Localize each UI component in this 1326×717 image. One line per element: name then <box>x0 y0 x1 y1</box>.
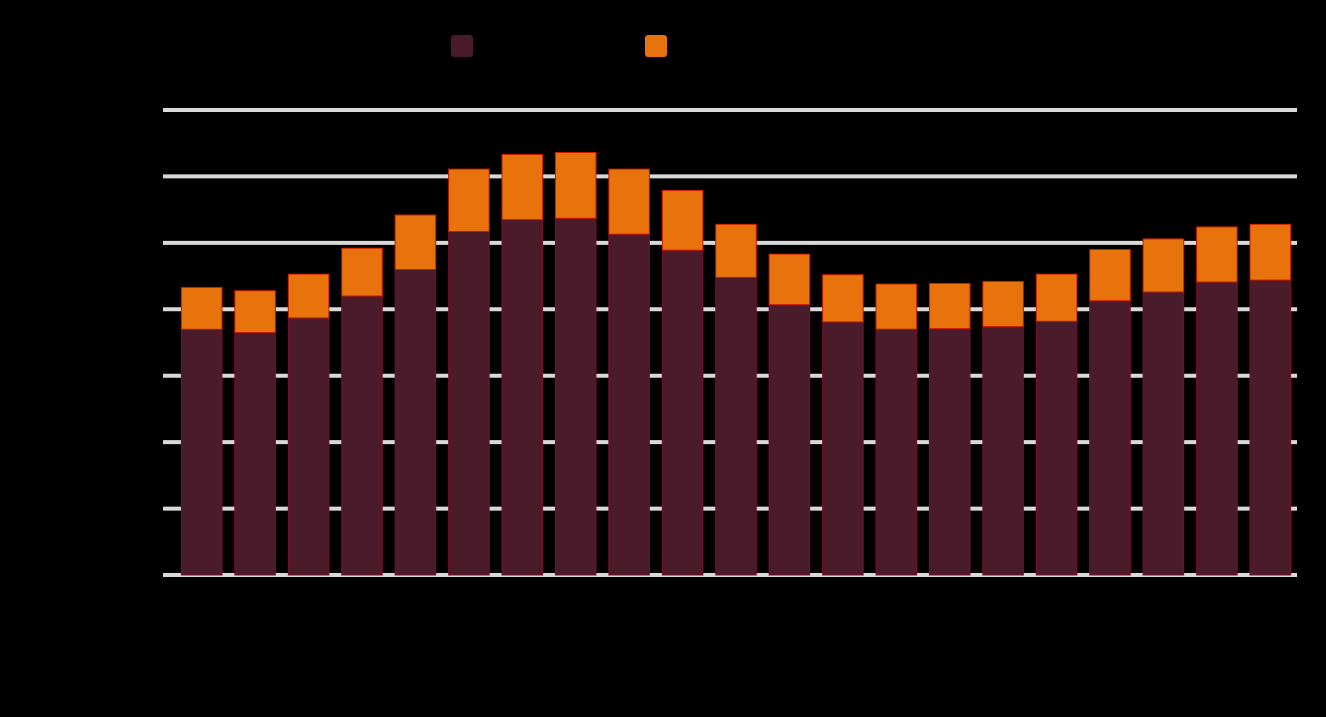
bar-series-2 <box>928 282 971 330</box>
bar-series-1 <box>982 326 1024 576</box>
bar-series-2 <box>1196 226 1238 283</box>
bar-series-2 <box>875 283 918 330</box>
bar-series-1 <box>448 231 490 576</box>
bar-series-1 <box>875 328 918 576</box>
bar-series-2 <box>287 273 330 319</box>
bar-series-2 <box>234 290 276 334</box>
bar-series-1 <box>501 219 544 576</box>
bar-series-1 <box>661 249 704 576</box>
bar-series-2 <box>982 280 1024 328</box>
bar-series-1 <box>1035 320 1078 576</box>
bar-series-1 <box>341 295 383 576</box>
bar-series-1 <box>394 268 437 576</box>
legend-swatch-series-1 <box>451 35 473 57</box>
bar-series-1 <box>1249 279 1292 576</box>
bar-series-1 <box>1089 300 1131 576</box>
bar-series-1 <box>715 276 757 576</box>
bar-series-2 <box>715 223 757 278</box>
bar-series-2 <box>661 189 704 251</box>
bar-series-1 <box>1196 281 1238 576</box>
bar-series-2 <box>822 274 864 323</box>
bar-series-1 <box>928 328 971 576</box>
bar-series-1 <box>234 332 276 576</box>
bar-series-1 <box>768 304 811 576</box>
bar-series-2 <box>501 154 544 221</box>
bar-series-1 <box>554 217 597 576</box>
bar-series-2 <box>448 168 490 233</box>
bar-series-2 <box>554 152 597 219</box>
bar-series-2 <box>341 247 383 297</box>
bar-series-1 <box>180 328 223 576</box>
bar-series-2 <box>608 168 650 235</box>
bar-series-2 <box>1089 249 1131 302</box>
bars <box>180 152 1292 576</box>
bar-series-2 <box>180 286 223 330</box>
bar-series-1 <box>822 321 864 576</box>
bar-series-2 <box>1035 273 1078 322</box>
legend <box>451 35 667 57</box>
bar-series-1 <box>608 233 650 576</box>
bar-series-1 <box>287 317 330 576</box>
bar-series-2 <box>768 253 811 306</box>
bar-series-1 <box>1142 291 1185 576</box>
bar-series-2 <box>1142 238 1185 293</box>
legend-swatch-series-2 <box>645 35 667 57</box>
bar-series-2 <box>394 214 437 270</box>
bar-series-2 <box>1249 223 1292 281</box>
